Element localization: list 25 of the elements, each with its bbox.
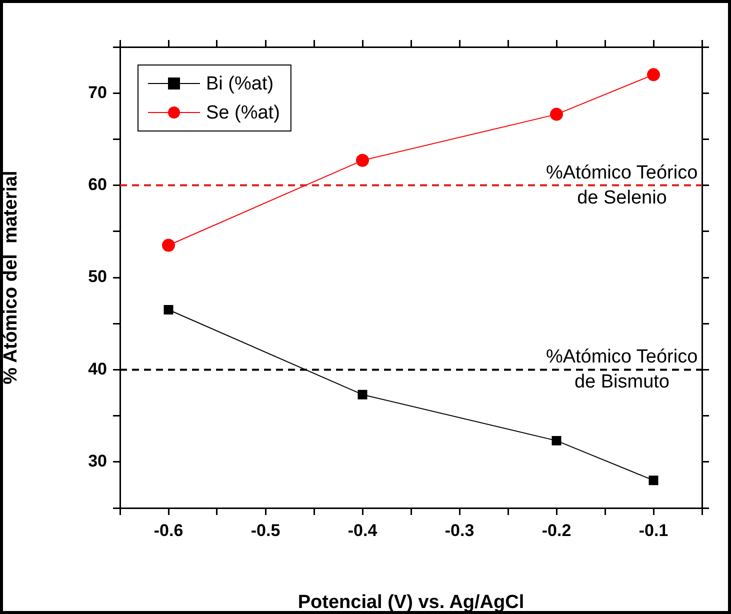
- point: [552, 436, 562, 446]
- point: [164, 305, 174, 315]
- y-tick-label: 30: [88, 452, 107, 471]
- legend-label: Se (%at): [206, 102, 280, 124]
- point: [550, 108, 563, 121]
- point: [162, 238, 175, 252]
- point: [647, 68, 660, 82]
- x-axis-title: Potencial (V) vs. Ag/AgCl: [298, 592, 524, 613]
- x-tick-label: -0.6: [154, 520, 184, 540]
- x-tick-label: -0.5: [250, 520, 280, 540]
- x-tick-label: -0.4: [348, 520, 378, 540]
- legend-label: Bi (%at): [206, 74, 274, 95]
- y-tick-label: 60: [88, 174, 107, 194]
- x-tick-label: -0.1: [638, 520, 668, 540]
- y-tick-label: 50: [88, 267, 107, 286]
- ref-line-label: %Atómico Teórico de Selenio: [546, 162, 698, 208]
- x-tick-label: -0.2: [542, 520, 572, 540]
- y-tick-label: 40: [88, 359, 107, 378]
- point: [358, 390, 368, 400]
- ref-line-label: %Atómico Teórico de Bismuto: [546, 346, 698, 393]
- y-axis-title: % Atómico del material: [0, 170, 22, 384]
- x-tick-label: -0.3: [444, 520, 474, 540]
- y-tick-label: 70: [88, 82, 107, 102]
- point: [648, 476, 658, 486]
- point: [356, 154, 369, 167]
